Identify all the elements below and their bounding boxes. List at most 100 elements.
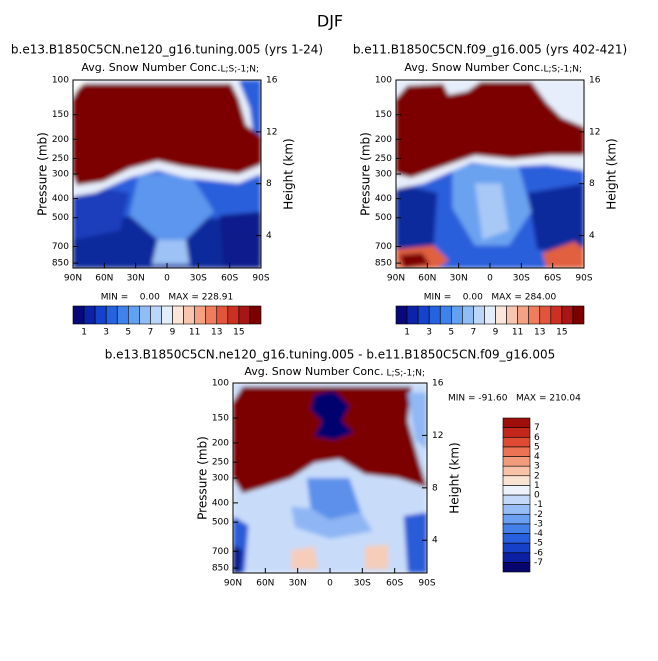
contour-region <box>310 390 354 440</box>
x-tick-label: 30S <box>513 274 530 284</box>
contour-region <box>129 174 214 240</box>
colorbar-box <box>502 494 531 505</box>
contour-region <box>233 386 427 494</box>
contour-region <box>291 506 373 539</box>
colorbar-box <box>502 562 531 573</box>
panel-subtitle: Avg. Snow Number Conc. <box>81 61 220 74</box>
x-tick-label: 30S <box>190 274 207 284</box>
contour-field <box>233 383 427 573</box>
y-tick-label: 400 <box>212 498 229 508</box>
colorbar-label: 4 <box>534 452 540 462</box>
colorbar-label: 1 <box>534 481 540 491</box>
contour-region <box>474 183 509 240</box>
x-tick-label: 90S <box>575 274 592 284</box>
colorbar-label: 3 <box>103 328 109 338</box>
colorbar-label: 5 <box>125 328 131 338</box>
y2-tick-label: 16 <box>589 76 601 86</box>
min-max-stats: MIN = 0.00 MAX = 228.91 <box>101 293 233 303</box>
colorbar-box <box>572 305 585 325</box>
contour-region <box>73 183 130 240</box>
y-tick-label: 850 <box>52 259 69 269</box>
y-tick-label: 150 <box>212 414 229 424</box>
y-axis-label: Pressure (mb) <box>36 132 50 216</box>
min-max-stats: MIN = 0.00 MAX = 284.00 <box>424 293 557 303</box>
y-tick-label: 100 <box>212 379 229 389</box>
y2-tick-label: 4 <box>589 231 595 241</box>
colorbar-label: -3 <box>534 519 543 529</box>
colorbar-label: -2 <box>534 510 543 520</box>
colorbar-box <box>502 417 531 428</box>
colorbar-label: 5 <box>448 328 454 338</box>
panel-annotation: L;S;-1;N; <box>220 65 259 75</box>
y2-axis-label: Height (km) <box>448 442 462 513</box>
colorbar-box <box>550 305 563 325</box>
contour-region <box>403 512 427 573</box>
y-tick-label: 500 <box>52 213 69 223</box>
colorbar-label: 3 <box>534 462 540 472</box>
contour-region <box>291 546 319 570</box>
colorbar-box <box>450 305 463 325</box>
contour-shading <box>233 383 427 573</box>
contour-region <box>396 183 438 259</box>
y-tick-label: 700 <box>212 547 229 557</box>
colorbar-box <box>139 305 151 325</box>
colorbar-box <box>502 446 531 457</box>
x-tick-label: 60S <box>544 274 561 284</box>
y-tick-label: 850 <box>212 564 229 574</box>
colorbar-label: 3 <box>426 328 432 338</box>
colorbar-box <box>502 465 531 477</box>
colorbar-box <box>172 305 184 325</box>
y-tick-label: 200 <box>375 135 392 145</box>
colorbar-box <box>473 305 485 325</box>
y-tick-label: 150 <box>375 110 392 120</box>
colorbar-label: -4 <box>534 529 543 539</box>
colorbar-label: 6 <box>534 433 540 443</box>
y2-tick-label: 12 <box>432 431 443 441</box>
colorbar-label: 1 <box>81 328 87 338</box>
x-tick-label: 0 <box>164 274 170 284</box>
panel-subtitle: Avg. Snow Number Conc. <box>244 365 383 378</box>
colorbar-label: 11 <box>512 328 523 338</box>
colorbar-box <box>428 305 441 325</box>
colorbar-box <box>539 305 552 325</box>
colorbar-box <box>183 305 195 325</box>
y-tick-label: 250 <box>52 154 69 164</box>
y2-tick-label: 16 <box>266 76 278 86</box>
contour-region <box>396 81 584 178</box>
colorbar-label: 7 <box>534 423 540 433</box>
colorbar-box <box>561 305 574 325</box>
y2-tick-label: 12 <box>589 127 600 137</box>
colorbar-box <box>238 305 251 325</box>
colorbar-box <box>194 305 207 325</box>
colorbar-box <box>462 305 474 325</box>
colorbar-box <box>502 513 531 525</box>
y-tick-label: 100 <box>52 76 69 86</box>
colorbar-label: 9 <box>170 328 176 338</box>
x-tick-label: 30N <box>450 274 468 284</box>
y-axis-label: Pressure (mb) <box>196 436 210 520</box>
contour-region <box>527 183 584 259</box>
colorbar-label: 11 <box>189 328 200 338</box>
colorbar-label: 7 <box>148 328 154 338</box>
y2-tick-label: 4 <box>266 231 272 241</box>
figure-title: DJF <box>317 12 343 31</box>
x-tick-label: 0 <box>487 274 493 284</box>
colorbar-label: -5 <box>534 539 543 549</box>
min-max-stats: MIN = -91.60 MAX = 210.04 <box>448 394 581 404</box>
y-tick-label: 500 <box>375 213 392 223</box>
colorbar-box <box>502 533 531 544</box>
colorbar-label: 7 <box>471 328 477 338</box>
colorbar-box <box>161 305 173 325</box>
colorbar-box <box>127 305 140 325</box>
colorbar-box <box>150 305 162 325</box>
contour-field <box>73 80 261 268</box>
colorbar-box <box>495 305 507 325</box>
y-axis-label: Pressure (mb) <box>359 132 373 216</box>
contour-region <box>542 241 584 268</box>
colorbar-box <box>502 523 531 534</box>
colorbar-label: -1 <box>534 500 543 510</box>
y-tick-label: 200 <box>52 135 69 145</box>
y-tick-label: 700 <box>52 242 69 252</box>
x-tick-label: 60S <box>221 274 238 284</box>
colorbar-box <box>502 504 531 515</box>
